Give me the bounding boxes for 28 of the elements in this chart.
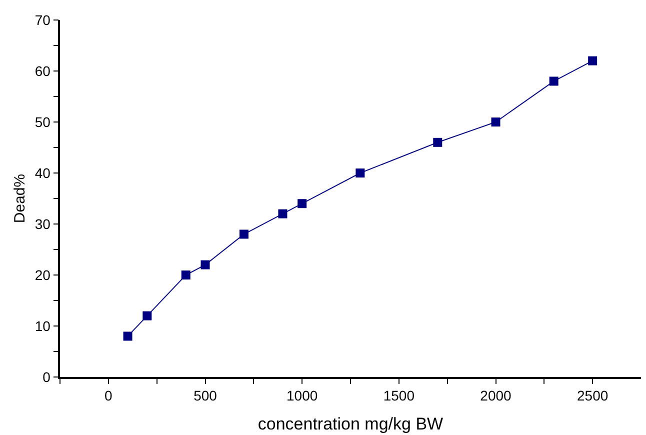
y-tick-label: 0 [42, 368, 51, 385]
y-tick-label: 40 [34, 164, 51, 181]
y-tick-label: 20 [34, 266, 51, 283]
point [181, 270, 190, 280]
x-tick-label: 500 [194, 388, 218, 404]
y-axis-title: Dead% [12, 174, 29, 224]
y-tick-label: 50 [34, 114, 51, 130]
x-tick-label: 2000 [480, 388, 512, 404]
point [298, 199, 307, 208]
x-tick-label: 1500 [383, 388, 415, 404]
y-tick-label: 10 [34, 318, 51, 334]
point [142, 311, 152, 320]
x-tick-label: 0 [104, 388, 113, 404]
x-axis-title: concentration mg/kg BW [258, 414, 444, 434]
x-tick-label: 1000 [286, 388, 318, 404]
point [549, 76, 558, 86]
point [200, 260, 210, 270]
point [278, 209, 288, 218]
point [588, 56, 598, 66]
y-tick-label: 30 [34, 216, 51, 232]
point [433, 138, 442, 147]
x-tick-label: 2500 [577, 388, 608, 404]
point [356, 168, 365, 178]
y-tick-label: 60 [34, 62, 51, 79]
point [239, 230, 248, 239]
y-tick-label: 70 [34, 12, 51, 28]
point [491, 118, 500, 126]
point [123, 332, 132, 341]
